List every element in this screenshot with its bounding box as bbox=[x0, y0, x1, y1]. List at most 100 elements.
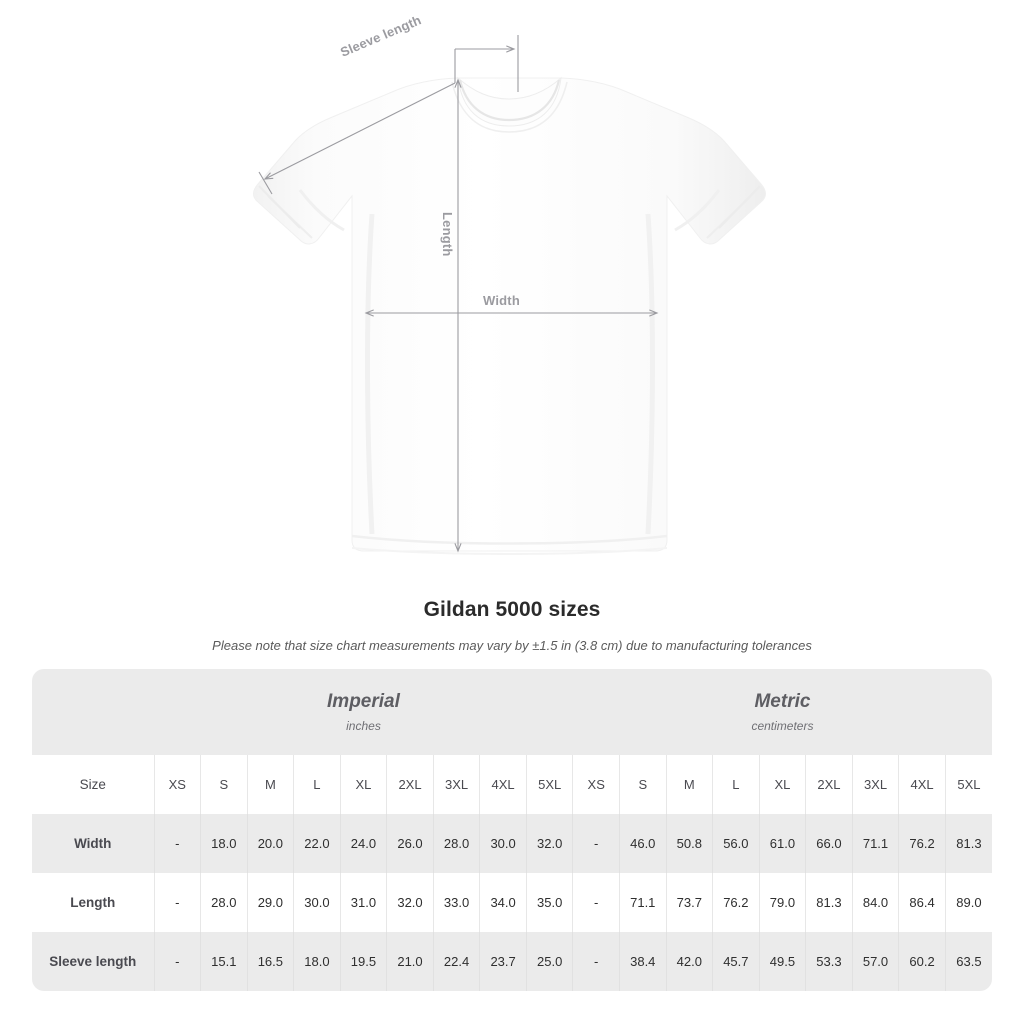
measurement-cell: 25.0 bbox=[525, 932, 573, 991]
measurement-cell: 38.4 bbox=[619, 932, 667, 991]
measurement-cell: 60.2 bbox=[898, 932, 946, 991]
size-header-cell-xl: XL bbox=[758, 755, 806, 814]
banner-spacer-cell bbox=[32, 669, 154, 755]
unit-section-imperial: Imperial inches bbox=[154, 669, 573, 755]
measurement-cell: 53.3 bbox=[805, 932, 853, 991]
size-header-cell-3xl: 3XL bbox=[432, 755, 480, 814]
measurement-cell: 22.0 bbox=[293, 814, 341, 873]
measurement-cell: 57.0 bbox=[851, 932, 899, 991]
size-header-cell-m: M bbox=[665, 755, 713, 814]
measurement-cell: 66.0 bbox=[805, 814, 853, 873]
measurement-cell: 30.0 bbox=[293, 873, 341, 932]
measurement-cell: 34.0 bbox=[479, 873, 527, 932]
measurement-cell: 15.1 bbox=[200, 932, 248, 991]
measurement-cell: - bbox=[153, 814, 201, 873]
measurement-cell: 63.5 bbox=[944, 932, 992, 991]
tshirt-shape bbox=[253, 76, 766, 555]
size-chart-table: Imperial inches Metric centimeters Size XS S M L… bbox=[32, 669, 992, 991]
measurement-cell: 33.0 bbox=[432, 873, 480, 932]
measurement-cell: 18.0 bbox=[200, 814, 248, 873]
measurement-cell: - bbox=[153, 932, 201, 991]
table-row: Sleeve length -15.1 16.5 18.0 19.5 21.0 22.4 23… bbox=[32, 932, 992, 991]
measurement-cell: - bbox=[153, 873, 201, 932]
measurement-cell: 23.7 bbox=[479, 932, 527, 991]
size-header-cell-5xl: 5XL bbox=[525, 755, 573, 814]
measurement-cell: 31.0 bbox=[339, 873, 387, 932]
measurement-label: Sleeve length bbox=[32, 932, 154, 991]
measurement-cell: 61.0 bbox=[758, 814, 806, 873]
measurement-cell: 71.1 bbox=[619, 873, 667, 932]
tolerance-note: Please note that size chart measurements… bbox=[212, 638, 812, 653]
measurement-cell: 28.0 bbox=[200, 873, 248, 932]
size-header-cell-xs: XS bbox=[153, 755, 201, 814]
measurement-cell: - bbox=[572, 932, 620, 991]
measurement-cell: 73.7 bbox=[665, 873, 713, 932]
measurement-cell: 56.0 bbox=[712, 814, 760, 873]
measurement-cell: 89.0 bbox=[944, 873, 992, 932]
unit-system-label: Metric bbox=[754, 691, 811, 713]
measurement-cell: 35.0 bbox=[525, 873, 573, 932]
size-header-cell-2xl: 2XL bbox=[386, 755, 434, 814]
size-header-cell-xl: XL bbox=[339, 755, 387, 814]
measurement-cell: 24.0 bbox=[339, 814, 387, 873]
measurement-cell: 45.7 bbox=[712, 932, 760, 991]
size-header-cell-4xl: 4XL bbox=[479, 755, 527, 814]
tshirt-diagram-svg bbox=[253, 35, 766, 555]
size-header-cell-s: S bbox=[619, 755, 667, 814]
measurement-cell: 46.0 bbox=[619, 814, 667, 873]
measurement-cell: 79.0 bbox=[758, 873, 806, 932]
measurement-cell: 76.2 bbox=[898, 814, 946, 873]
length-label: Length bbox=[440, 212, 455, 257]
measurement-cell: 76.2 bbox=[712, 873, 760, 932]
unit-system-label: Imperial bbox=[327, 691, 400, 713]
chart-header: Gildan 5000 sizes Please note that size … bbox=[0, 598, 1024, 653]
measurement-cell: 29.0 bbox=[246, 873, 294, 932]
size-header-cell-4xl: 4XL bbox=[898, 755, 946, 814]
measurement-cell: 32.0 bbox=[525, 814, 573, 873]
size-header-cell-l: L bbox=[293, 755, 341, 814]
unit-section-metric: Metric centimeters bbox=[572, 669, 992, 755]
size-header-label: Size bbox=[32, 755, 154, 814]
dimension-lines bbox=[258, 35, 657, 551]
measurement-cell: 20.0 bbox=[246, 814, 294, 873]
size-header-cell-5xl: 5XL bbox=[944, 755, 992, 814]
measurement-cell: 21.0 bbox=[386, 932, 434, 991]
measurement-cell: 19.5 bbox=[339, 932, 387, 991]
size-header-cell-3xl: 3XL bbox=[851, 755, 899, 814]
page-title: Gildan 5000 sizes bbox=[423, 598, 601, 621]
measurement-cell: 49.5 bbox=[758, 932, 806, 991]
unit-name-label: inches bbox=[346, 718, 381, 733]
size-header-row: Size XS S M L XL 2XL 3XL 4XL 5XL XS S M L XL 2XL 3XL 4XL 5… bbox=[32, 755, 992, 814]
measurement-cell: 30.0 bbox=[479, 814, 527, 873]
measurement-cell: - bbox=[572, 814, 620, 873]
unit-system-banner-row: Imperial inches Metric centimeters bbox=[32, 669, 992, 755]
measurement-label: Width bbox=[32, 814, 154, 873]
measurement-cell: 18.0 bbox=[293, 932, 341, 991]
size-header-cell-2xl: 2XL bbox=[805, 755, 853, 814]
size-chart-container: Imperial inches Metric centimeters Size XS S M L… bbox=[32, 669, 992, 991]
table-row: Length -28.0 29.0 30.0 31.0 32.0 33.0 34.0 35.0-… bbox=[32, 873, 992, 932]
measurement-cell: 50.8 bbox=[665, 814, 713, 873]
measurement-cell: 26.0 bbox=[386, 814, 434, 873]
size-header-cell-m: M bbox=[246, 755, 294, 814]
measurement-cell: 81.3 bbox=[805, 873, 853, 932]
measurement-cell: 84.0 bbox=[851, 873, 899, 932]
measurement-cell: 81.3 bbox=[944, 814, 992, 873]
measurement-label: Length bbox=[32, 873, 154, 932]
size-header-cell-s: S bbox=[200, 755, 248, 814]
size-header-cell-xs: XS bbox=[572, 755, 620, 814]
measurement-cell: 32.0 bbox=[386, 873, 434, 932]
measurement-cell: 71.1 bbox=[851, 814, 899, 873]
measurement-cell: 86.4 bbox=[898, 873, 946, 932]
measurement-cell: 16.5 bbox=[246, 932, 294, 991]
unit-name-label: centimeters bbox=[751, 718, 814, 733]
measurement-cell: 28.0 bbox=[432, 814, 480, 873]
width-label: Width bbox=[483, 293, 520, 308]
measurement-cell: - bbox=[572, 873, 620, 932]
size-header-cell-l: L bbox=[712, 755, 760, 814]
measurement-cell: 42.0 bbox=[665, 932, 713, 991]
table-row: Width -18.0 20.0 22.0 24.0 26.0 28.0 30.0 32.0-4… bbox=[32, 814, 992, 873]
tshirt-illustration: Sleeve length Length Width bbox=[253, 12, 766, 555]
sleeve-dimension-arrow bbox=[265, 82, 456, 179]
measurement-cell: 22.4 bbox=[432, 932, 480, 991]
